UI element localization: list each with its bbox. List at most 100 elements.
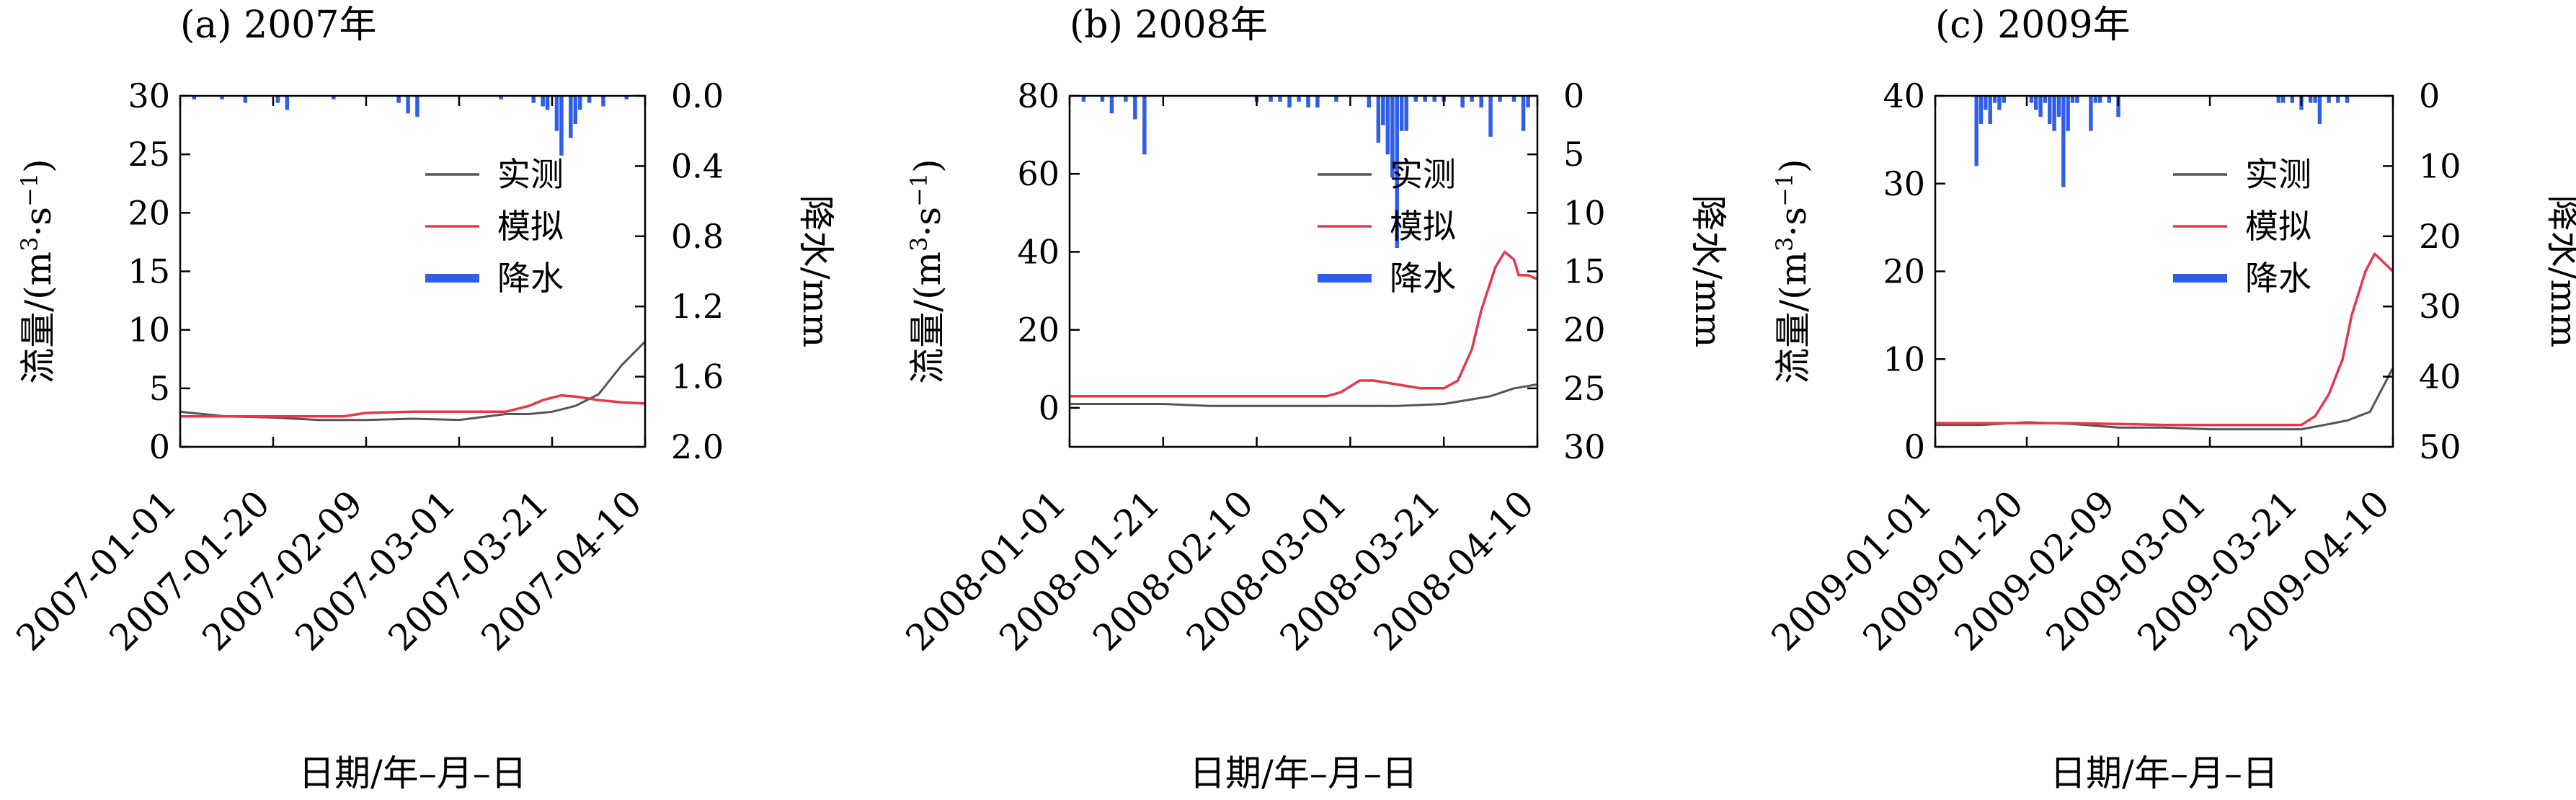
y2-tick-label: 40 <box>2419 357 2461 396</box>
precip-bar <box>1423 96 1427 102</box>
y2-tick-label: 20 <box>1563 311 1606 350</box>
y-tick-label: 15 <box>128 252 170 291</box>
precip-bar <box>332 96 336 99</box>
y-tick-label: 30 <box>1883 164 1925 203</box>
y2-tick-label: 25 <box>1563 369 1606 408</box>
legend-label: 模拟 <box>497 207 564 246</box>
legend-swatch <box>2173 274 2227 283</box>
precip-bar <box>2336 96 2340 103</box>
precip-bar <box>2038 96 2043 117</box>
y-tick-label: 30 <box>128 76 170 115</box>
precip-bar <box>1287 96 1292 108</box>
y2-tick-label: 1.2 <box>671 287 724 326</box>
y-axis-title: 流量/(m3·s−1) <box>1771 159 1814 383</box>
y2-tick-label: 1.6 <box>671 357 724 396</box>
y2-tick-label: 50 <box>2419 427 2461 466</box>
legend-swatch <box>425 274 479 283</box>
precip-bar <box>1278 96 1282 102</box>
precip-bar <box>1488 96 1493 137</box>
y-axis-title-sup: 3 <box>905 237 933 252</box>
y2-tick-label: 5 <box>1563 135 1584 174</box>
precip-bar <box>545 96 550 110</box>
y2-tick-label: 30 <box>2419 287 2461 326</box>
y2-tick-label: 0.0 <box>671 76 724 115</box>
precip-bar <box>2097 96 2102 103</box>
precip-bar <box>2280 96 2286 103</box>
precip-bar <box>1978 96 1984 124</box>
y-axis-title-sup: −1 <box>16 173 43 207</box>
y2-tick-label: 20 <box>2419 217 2461 256</box>
precip-bar <box>2034 96 2038 110</box>
y-tick-label: 5 <box>149 369 170 408</box>
y2-tick-label: 0.4 <box>671 146 724 185</box>
precip-bar <box>415 96 419 117</box>
precip-bar <box>587 96 592 103</box>
precip-bar <box>1395 96 1399 248</box>
legend-label: 实测 <box>497 155 564 194</box>
precip-bar <box>1315 96 1320 108</box>
x-tick-label: 2007-01-01 <box>9 482 185 659</box>
y-axis-title-sup: 3 <box>1771 237 1798 252</box>
precip-bar <box>573 96 577 124</box>
x-axis-title: 日期/年–月–日 <box>298 752 527 794</box>
precip-bar <box>1526 96 1530 108</box>
precip-bar <box>1385 96 1390 155</box>
y-axis-title-part: 流量/(m <box>17 252 59 384</box>
precip-bar <box>2029 96 2034 103</box>
precip-bar <box>1109 96 1114 114</box>
precip-bar <box>2061 96 2066 187</box>
precip-bar <box>2290 96 2294 103</box>
y2-tick-label: 0 <box>2419 76 2440 115</box>
precip-bar <box>2052 96 2056 131</box>
y2-tick-label: 0 <box>1563 76 1584 115</box>
precip-bar <box>1297 96 1301 102</box>
y-axis-title-sup: −1 <box>905 173 933 207</box>
precip-bar <box>1269 96 1273 102</box>
y2-axis-title: 降水/mm <box>2543 195 2576 348</box>
y-tick-label: 10 <box>1883 339 1925 378</box>
precip-bar <box>1100 96 1105 102</box>
observed-line <box>1935 367 2394 431</box>
precip-bar <box>554 96 559 131</box>
precip-bar <box>2089 96 2093 131</box>
precip-bar <box>1334 96 1338 102</box>
simulated-line <box>180 394 646 418</box>
precip-bar <box>243 96 248 103</box>
y2-tick-label: 10 <box>1563 193 1606 232</box>
precip-bar <box>569 96 573 138</box>
y-tick-label: 25 <box>128 135 170 174</box>
precip-bar <box>2070 96 2075 103</box>
precip-bar <box>578 96 582 110</box>
chart-panel-2: (b) 2008年 0 20 40 60 80 0 5 10 15 20 25 30 2008-01-01… <box>898 4 1729 794</box>
y-tick-label: 20 <box>1883 252 1925 291</box>
precip-bar <box>2066 96 2070 131</box>
y2-axis-title: 降水/mm <box>795 195 837 348</box>
simulated-line <box>1935 252 2394 427</box>
precip-bar <box>2093 96 2097 103</box>
precip-bar <box>1404 96 1408 131</box>
precip-bar <box>2313 96 2317 103</box>
precip-bar <box>624 96 629 99</box>
precip-bar <box>1413 96 1418 102</box>
y-tick-label: 40 <box>1883 76 1925 115</box>
precip-bar <box>1511 96 1516 102</box>
precip-bar <box>1432 96 1436 102</box>
legend-swatch <box>1318 274 1372 283</box>
precip-bar <box>559 96 564 156</box>
y-axis-title-part: ) <box>907 159 949 173</box>
y-tick-label: 0 <box>1904 427 1925 466</box>
precip-bar <box>1460 96 1465 108</box>
y-tick-label: 40 <box>1017 232 1060 271</box>
precip-bar <box>1133 96 1137 120</box>
y-tick-label: 60 <box>1017 154 1060 193</box>
precip-bar <box>2048 96 2052 124</box>
precip-bar <box>531 96 536 103</box>
y-axis-title-part: 流量/(m <box>907 252 949 384</box>
legend-label: 模拟 <box>1390 207 1456 246</box>
observed-line <box>1070 383 1538 407</box>
precip-bar <box>1400 96 1404 131</box>
precip-bar <box>1081 96 1086 102</box>
legend-label: 降水 <box>497 259 564 298</box>
legend-label: 降水 <box>1390 259 1456 298</box>
